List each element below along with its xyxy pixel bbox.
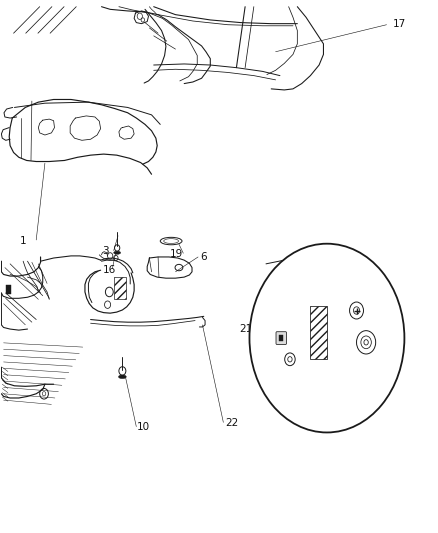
Bar bbox=[279, 335, 283, 341]
Text: 12: 12 bbox=[386, 345, 399, 355]
Text: 1: 1 bbox=[20, 236, 27, 246]
Text: 3: 3 bbox=[102, 246, 109, 256]
Ellipse shape bbox=[114, 251, 120, 254]
Bar bbox=[310, 306, 327, 359]
Circle shape bbox=[250, 244, 404, 432]
Bar bbox=[6, 285, 11, 294]
Text: 16: 16 bbox=[102, 265, 116, 275]
Text: 19: 19 bbox=[170, 249, 184, 260]
Text: 6: 6 bbox=[200, 252, 206, 262]
Text: 21: 21 bbox=[239, 324, 252, 334]
FancyBboxPatch shape bbox=[276, 332, 286, 344]
Ellipse shape bbox=[118, 375, 126, 378]
Text: 17: 17 bbox=[393, 19, 406, 29]
Text: 20: 20 bbox=[280, 375, 293, 384]
Text: 10: 10 bbox=[137, 422, 150, 432]
Text: 11: 11 bbox=[372, 294, 385, 304]
Bar bbox=[114, 277, 126, 300]
Text: 22: 22 bbox=[225, 418, 238, 428]
